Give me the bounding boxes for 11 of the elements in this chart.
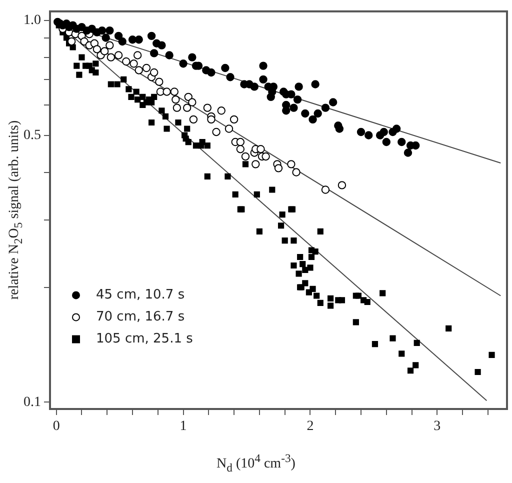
x-tick-label: 0 (52, 419, 60, 434)
x-axis-title: N$_{d}$ (10$^{4}$ cm$^{-3}$) (216, 452, 296, 474)
y-tick-label: 0.1 (24, 394, 41, 410)
y-tick-label: 0.5 (24, 128, 41, 143)
x-tick-label: 1 (180, 419, 187, 434)
legend-label: 70 cm, 16.7 s (96, 310, 185, 325)
x-tick-label: 3 (434, 419, 441, 434)
y-tick-label: 1.0 (24, 12, 41, 28)
x-tick-label: 2 (306, 419, 314, 434)
legend-label: 105 cm, 25.1 s (96, 332, 194, 347)
legend-label: 45 cm, 10.7 s (96, 288, 185, 303)
